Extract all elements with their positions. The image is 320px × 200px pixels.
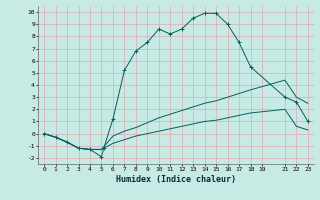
- X-axis label: Humidex (Indice chaleur): Humidex (Indice chaleur): [116, 175, 236, 184]
